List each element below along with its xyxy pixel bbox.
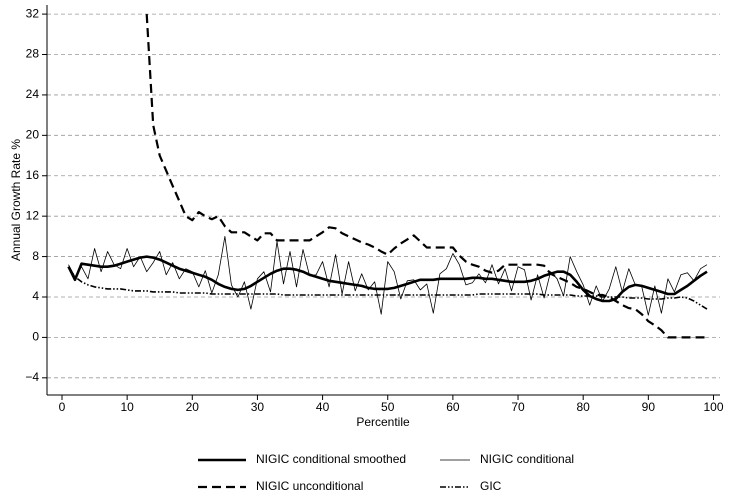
x-tick-label: 10 [120, 400, 134, 414]
y-tick-label: 0 [32, 330, 39, 344]
x-tick-label: 60 [446, 400, 460, 414]
y-tick-label: 28 [26, 47, 40, 61]
series-line [67, 255, 708, 303]
x-tick-label: 70 [511, 400, 525, 414]
x-tick-label: 40 [316, 400, 330, 414]
y-axis-title: Annual Growth Rate % [9, 139, 23, 261]
x-tick-label: 100 [703, 400, 723, 414]
x-tick-label: 50 [381, 400, 395, 414]
x-tick-label: 30 [251, 400, 265, 414]
y-tick-label: 32 [26, 6, 40, 20]
series-line [67, 266, 708, 310]
x-tick-label: 20 [186, 400, 200, 414]
y-tick-label: −4 [25, 370, 39, 384]
y-tick-label: 4 [32, 289, 39, 303]
legend-label: GIC [480, 479, 502, 493]
legend-label: NIGIC conditional smoothed [256, 452, 406, 466]
legend-label: NIGIC unconditional [256, 479, 363, 493]
y-tick-label: 8 [32, 249, 39, 263]
x-tick-label: 0 [59, 400, 66, 414]
x-tick-label: 90 [642, 400, 656, 414]
y-tick-label: 24 [26, 87, 40, 101]
series-line [145, 14, 707, 339]
x-tick-label: 80 [577, 400, 591, 414]
x-axis-title: Percentile [356, 415, 410, 429]
legend-label: NIGIC conditional [480, 452, 574, 466]
y-tick-label: 16 [26, 168, 40, 182]
y-tick-label: 12 [26, 208, 40, 222]
y-tick-label: 20 [26, 128, 40, 142]
series-line [68, 236, 708, 316]
